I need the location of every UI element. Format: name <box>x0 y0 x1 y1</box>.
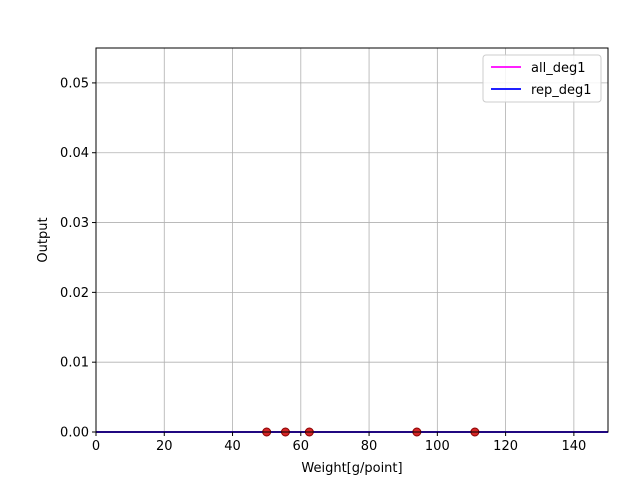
x-tick-label: 20 <box>156 439 173 454</box>
y-tick-label: 0.01 <box>60 356 89 371</box>
plot-frame <box>95 47 609 433</box>
y-tick-label: 0.00 <box>60 426 89 441</box>
x-tick-label: 0 <box>92 439 100 454</box>
x-axis-label: Weight[g/point] <box>301 461 402 476</box>
y-tick-label: 0.04 <box>60 146 89 161</box>
x-tick-label: 60 <box>293 439 310 454</box>
axis-ticks: 0 20 40 60 80 100 120 140 0.00 0.01 0.02 0.03 0.04 0.… <box>60 76 586 454</box>
y-tick-label: 0.02 <box>60 286 89 301</box>
x-tick-label: 120 <box>493 439 518 454</box>
x-tick-label: 140 <box>561 439 586 454</box>
legend-label-rep-deg1: rep_deg1 <box>531 83 592 98</box>
data-points <box>262 427 480 437</box>
x-tick-label: 100 <box>425 439 450 454</box>
x-tick-label: 40 <box>224 439 241 454</box>
y-tick-label: 0.03 <box>60 216 89 231</box>
x-tick-label: 80 <box>361 439 378 454</box>
legend: all_deg1 rep_deg1 <box>482 54 602 103</box>
y-tick-label: 0.05 <box>60 76 89 91</box>
y-axis-label: Output <box>36 217 51 262</box>
legend-label-all-deg1: all_deg1 <box>531 61 585 76</box>
